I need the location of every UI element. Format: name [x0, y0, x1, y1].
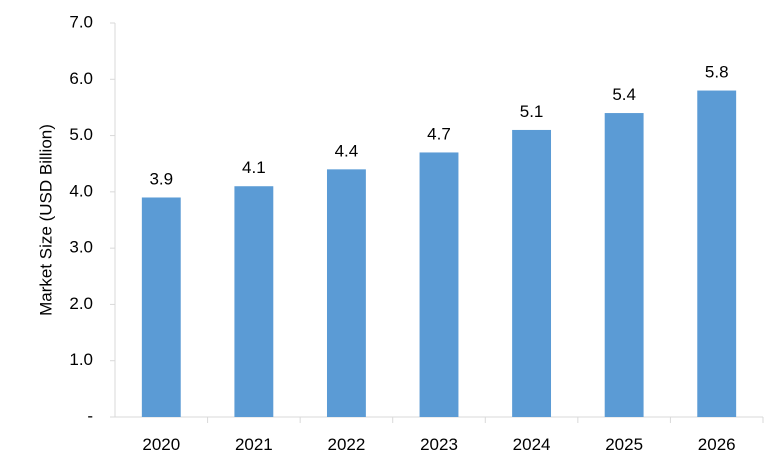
- data-label-2024: 5.1: [520, 102, 544, 121]
- x-tick-label-2022: 2022: [328, 435, 366, 454]
- data-label-2023: 4.7: [427, 124, 451, 143]
- y-tick-label: 5.0: [69, 125, 93, 144]
- y-tick-label: 6.0: [69, 69, 93, 88]
- x-axis: 2020 2021 2022 2023 2024 2025 2026: [115, 416, 764, 454]
- data-label-2025: 5.4: [612, 85, 636, 104]
- data-label-2026: 5.8: [705, 63, 729, 82]
- x-tick-label-2021: 2021: [235, 435, 273, 454]
- x-tick-label-2026: 2026: [698, 435, 736, 454]
- x-tick-label-2023: 2023: [420, 435, 458, 454]
- data-label-2021: 4.1: [242, 158, 266, 177]
- y-tick-label: 7.0: [69, 12, 93, 31]
- x-tick-label-2025: 2025: [605, 435, 643, 454]
- bars: 3.9 4.1 4.4 4.7 5.1 5.4 5.8: [141, 63, 737, 418]
- data-label-2022: 4.4: [335, 141, 359, 160]
- x-tick-label-2024: 2024: [513, 435, 551, 454]
- bar-2021: [234, 186, 274, 417]
- y-tick-label: 2.0: [69, 294, 93, 313]
- data-label-2020: 3.9: [149, 169, 173, 188]
- bar-2025: [604, 113, 644, 418]
- y-tick-label: -: [87, 406, 93, 425]
- bar-2020: [141, 197, 181, 417]
- y-tick-label: 3.0: [69, 238, 93, 257]
- x-tick-label-2020: 2020: [142, 435, 180, 454]
- y-tick-label: 4.0: [69, 181, 93, 200]
- bar-2026: [697, 90, 737, 418]
- y-axis: - 1.0 2.0 3.0 4.0 5.0 6.0 7.0: [69, 12, 116, 425]
- bar-2024: [512, 129, 552, 417]
- y-axis-title: Market Size (USD Billion): [36, 124, 55, 316]
- y-tick-label: 1.0: [69, 350, 93, 369]
- bar-2023: [419, 152, 459, 417]
- bar-2022: [326, 169, 366, 417]
